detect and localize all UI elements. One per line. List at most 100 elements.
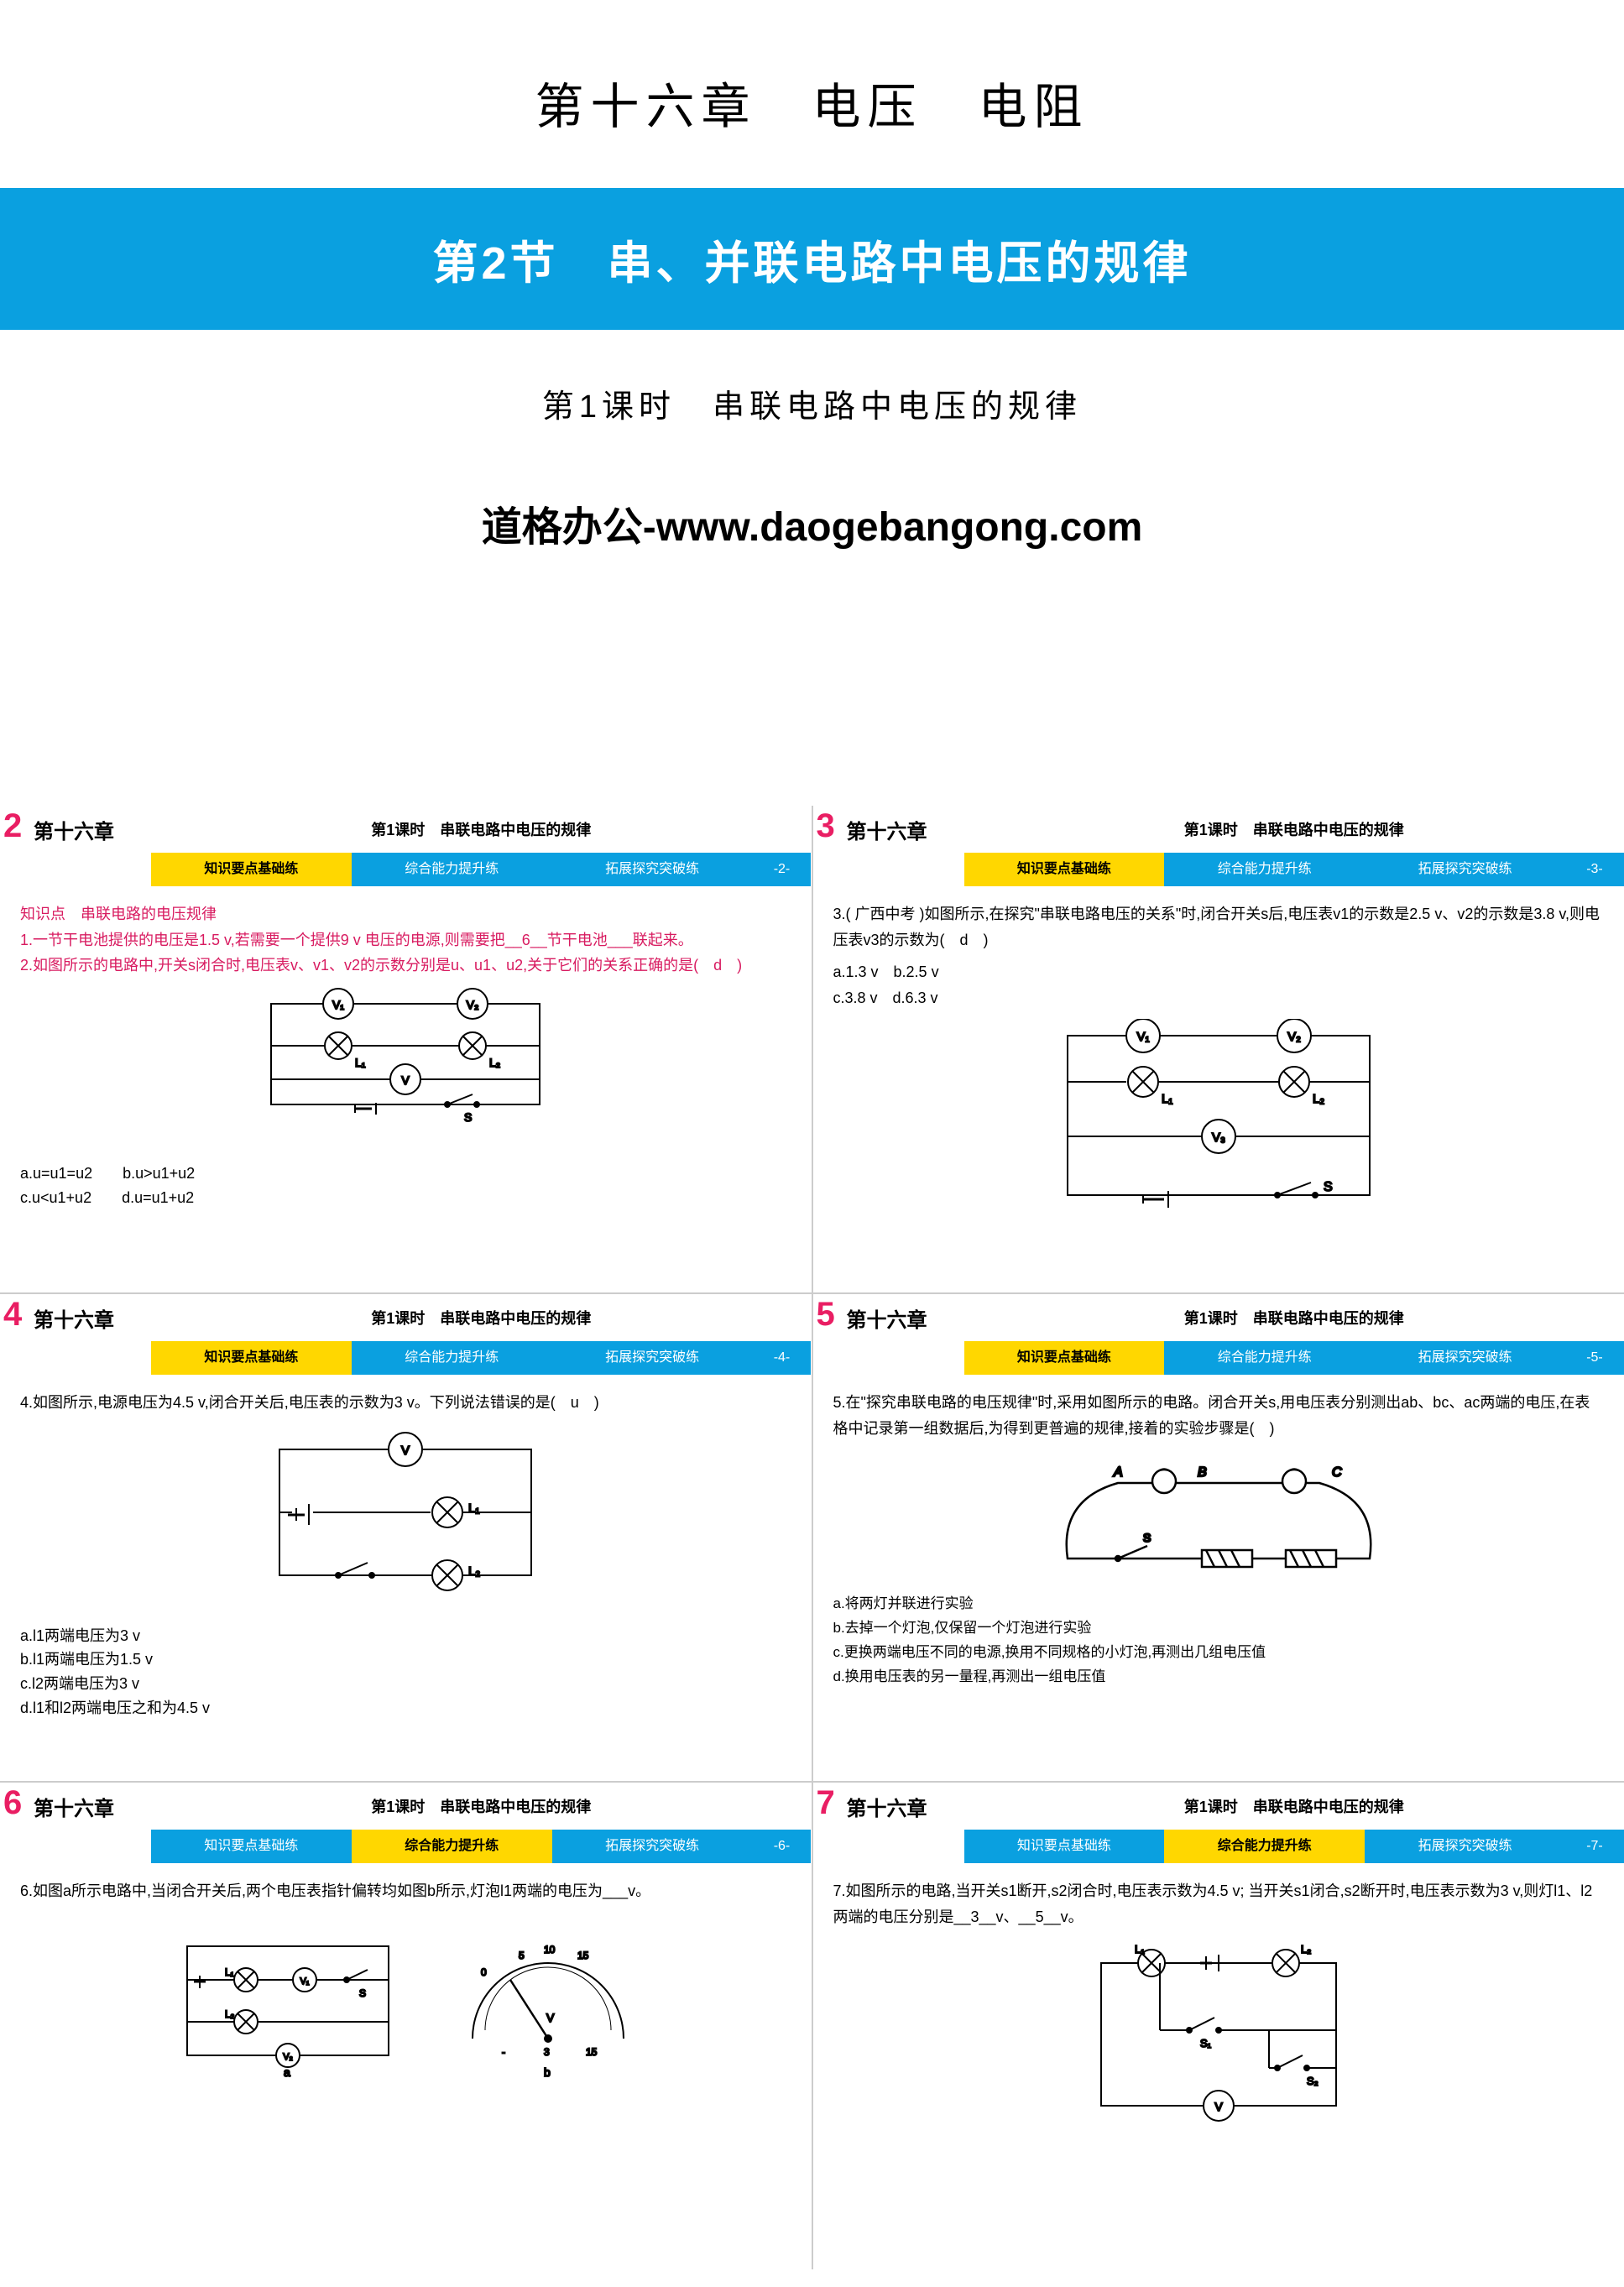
slide-header: 第十六章 第1课时 串联电路中电压的规律 bbox=[813, 1294, 1624, 1341]
chapter-label: 第十六章 bbox=[813, 1792, 964, 1821]
slide-header: 第十六章 第1课时 串联电路中电压的规律 bbox=[0, 1783, 812, 1830]
lesson-label: 第1课时 串联电路中电压的规律 bbox=[964, 818, 1624, 840]
tab-explore[interactable]: 拓展探究突破练 bbox=[1365, 853, 1565, 886]
main-title-slide: 第十六章 电压 电阻 第2节 串、并联电路中电压的规律 第1课时 串联电路中电压… bbox=[0, 0, 1624, 806]
svg-text:V: V bbox=[401, 1444, 410, 1458]
circuit-diagram: V₁ V₂ L₁ L₂ V₃ S bbox=[1026, 1019, 1412, 1220]
svg-text:V₂: V₂ bbox=[283, 2052, 293, 2062]
svg-text:15: 15 bbox=[577, 1950, 589, 1961]
tab-basics[interactable]: 知识要点基础练 bbox=[964, 1341, 1165, 1375]
tab-advanced[interactable]: 综合能力提升练 bbox=[1164, 1830, 1365, 1863]
question-1: 1.一节干电池提供的电压是1.5 v,若需要一个提供9 v 电压的电源,则需要把… bbox=[20, 927, 791, 953]
svg-text:3: 3 bbox=[544, 2046, 550, 2058]
slide-header: 第十六章 第1课时 串联电路中电压的规律 bbox=[0, 1294, 812, 1341]
lesson-title: 第1课时 串联电路中电压的规律 bbox=[0, 330, 1624, 460]
slide-7: 7 第十六章 第1课时 串联电路中电压的规律 知识要点基础练 综合能力提升练 拓… bbox=[813, 1783, 1624, 2269]
lesson-label: 第1课时 串联电路中电压的规律 bbox=[964, 1795, 1624, 1817]
svg-text:V₂: V₂ bbox=[1287, 1030, 1301, 1044]
page-indicator: -5- bbox=[1565, 1341, 1624, 1375]
tab-explore[interactable]: 拓展探究突破练 bbox=[552, 853, 753, 886]
slide-content: 4.如图所示,电源电压为4.5 v,闭合开关后,电压表的示数为3 v。下列说法错… bbox=[0, 1375, 812, 1624]
tabs-bar: 知识要点基础练 综合能力提升练 拓展探究突破练 -7- bbox=[813, 1830, 1624, 1863]
svg-text:L₂: L₂ bbox=[225, 2008, 235, 2020]
svg-text:V₁: V₁ bbox=[300, 1976, 310, 1987]
circuit-diagram: L₁ L₂ S₁ S₂ V bbox=[1051, 1938, 1386, 2131]
slide-2: 2 第十六章 第1课时 串联电路中电压的规律 知识要点基础练 综合能力提升练 拓… bbox=[0, 806, 812, 1292]
page-indicator: -2- bbox=[752, 853, 811, 886]
voltmeter-gauge-b: 0 5 10 15 V - 3 15 b bbox=[447, 1929, 649, 2081]
svg-text:L₁: L₁ bbox=[1135, 1943, 1145, 1955]
svg-text:10: 10 bbox=[544, 1944, 556, 1955]
tab-explore[interactable]: 拓展探究突破练 bbox=[552, 1830, 753, 1863]
tab-basics[interactable]: 知识要点基础练 bbox=[151, 1830, 352, 1863]
chapter-label: 第十六章 bbox=[0, 1303, 151, 1333]
slide-number: 7 bbox=[817, 1784, 835, 1822]
question-4: 4.如图所示,电源电压为4.5 v,闭合开关后,电压表的示数为3 v。下列说法错… bbox=[20, 1390, 791, 1416]
lesson-label: 第1课时 串联电路中电压的规律 bbox=[964, 1307, 1624, 1329]
chapter-label: 第十六章 bbox=[813, 1303, 964, 1333]
slide-header: 第十六章 第1课时 串联电路中电压的规律 bbox=[813, 806, 1624, 853]
tab-explore[interactable]: 拓展探究突破练 bbox=[552, 1341, 753, 1375]
chapter-label: 第十六章 bbox=[0, 1792, 151, 1821]
svg-text:A: A bbox=[1113, 1465, 1123, 1480]
tab-advanced[interactable]: 综合能力提升练 bbox=[352, 1341, 552, 1375]
slide-number: 4 bbox=[3, 1296, 22, 1334]
answer-options: a.1.3 v b.2.5 v c.3.8 v d.6.3 v bbox=[833, 959, 1605, 1010]
svg-text:0: 0 bbox=[481, 1966, 487, 1978]
slide-4: 4 第十六章 第1课时 串联电路中电压的规律 知识要点基础练 综合能力提升练 拓… bbox=[0, 1294, 812, 1781]
svg-text:L₁: L₁ bbox=[468, 1501, 479, 1516]
svg-text:-: - bbox=[502, 2046, 505, 2058]
question-7: 7.如图所示的电路,当开关s1断开,s2闭合时,电压表示数为4.5 v; 当开关… bbox=[833, 1878, 1605, 1929]
tab-advanced[interactable]: 综合能力提升练 bbox=[1164, 1341, 1365, 1375]
knowledge-heading: 知识点 串联电路的电压规律 bbox=[20, 901, 791, 927]
tab-advanced[interactable]: 综合能力提升练 bbox=[1164, 853, 1365, 886]
slide-header: 第十六章 第1课时 串联电路中电压的规律 bbox=[813, 1783, 1624, 1830]
tabs-bar: 知识要点基础练 综合能力提升练 拓展探究突破练 -5- bbox=[813, 1341, 1624, 1375]
slide-content: 3.( 广西中考 )如图所示,在探究"串联电路电压的关系"时,闭合开关s后,电压… bbox=[813, 886, 1624, 1244]
svg-text:L₂: L₂ bbox=[1313, 1092, 1324, 1106]
question-3: 3.( 广西中考 )如图所示,在探究"串联电路电压的关系"时,闭合开关s后,电压… bbox=[833, 901, 1605, 953]
svg-text:V₁: V₁ bbox=[332, 998, 344, 1011]
svg-text:C: C bbox=[1332, 1465, 1342, 1480]
tab-basics[interactable]: 知识要点基础练 bbox=[964, 1830, 1165, 1863]
tabs-bar: 知识要点基础练 综合能力提升练 拓展探究突破练 -6- bbox=[0, 1830, 812, 1863]
tab-advanced[interactable]: 综合能力提升练 bbox=[352, 1830, 552, 1863]
lesson-label: 第1课时 串联电路中电压的规律 bbox=[151, 1795, 812, 1817]
answer-options: a.u=u1=u2 b.u>u1+u2 c.u<u1+u2 d.u=u1+u2 bbox=[0, 1162, 812, 1210]
answer-options: a.l1两端电压为3 v b.l1两端电压为1.5 v c.l2两端电压为3 v… bbox=[0, 1624, 812, 1720]
tab-basics[interactable]: 知识要点基础练 bbox=[964, 853, 1165, 886]
watermark-text: 道格办公-www.daogebangong.com bbox=[0, 493, 1624, 552]
page-indicator: -4- bbox=[752, 1341, 811, 1375]
svg-text:a: a bbox=[284, 2065, 290, 2079]
slide-number: 6 bbox=[3, 1784, 22, 1822]
svg-text:b: b bbox=[544, 2065, 551, 2079]
question-5: 5.在"探究串联电路的电压规律"时,采用如图所示的电路。闭合开关s,用电压表分别… bbox=[833, 1390, 1605, 1441]
tab-advanced[interactable]: 综合能力提升练 bbox=[352, 853, 552, 886]
svg-text:S: S bbox=[464, 1110, 472, 1124]
svg-text:L₁: L₁ bbox=[1162, 1092, 1172, 1106]
lesson-label: 第1课时 串联电路中电压的规律 bbox=[151, 818, 812, 840]
page-indicator: -3- bbox=[1565, 853, 1624, 886]
slide-number: 2 bbox=[3, 807, 22, 845]
slide-content: 6.如图a所示电路中,当闭合开关后,两个电压表指针偏转均如图b所示,灯泡l1两端… bbox=[0, 1863, 812, 2096]
svg-text:V: V bbox=[1214, 2100, 1223, 2113]
slide-content: 5.在"探究串联电路的电压规律"时,采用如图所示的电路。闭合开关s,用电压表分别… bbox=[813, 1375, 1624, 1705]
slides-grid: 2 第十六章 第1课时 串联电路中电压的规律 知识要点基础练 综合能力提升练 拓… bbox=[0, 806, 1624, 2269]
tab-basics[interactable]: 知识要点基础练 bbox=[151, 1341, 352, 1375]
svg-text:B: B bbox=[1198, 1465, 1207, 1480]
lesson-label: 第1课时 串联电路中电压的规律 bbox=[151, 1307, 812, 1329]
circuit-diagram: V L₁ L₂ bbox=[229, 1424, 582, 1600]
circuit-diagram: A B C S bbox=[1017, 1449, 1420, 1584]
tabs-bar: 知识要点基础练 综合能力提升练 拓展探究突破练 -4- bbox=[0, 1341, 812, 1375]
svg-text:S: S bbox=[1324, 1180, 1333, 1194]
tabs-bar: 知识要点基础练 综合能力提升练 拓展探究突破练 -2- bbox=[0, 853, 812, 886]
svg-text:V₃: V₃ bbox=[1212, 1130, 1225, 1145]
chapter-label: 第十六章 bbox=[0, 815, 151, 844]
svg-text:5: 5 bbox=[519, 1950, 525, 1961]
tab-basics[interactable]: 知识要点基础练 bbox=[151, 853, 352, 886]
slide-3: 3 第十六章 第1课时 串联电路中电压的规律 知识要点基础练 综合能力提升练 拓… bbox=[813, 806, 1624, 1292]
tab-explore[interactable]: 拓展探究突破练 bbox=[1365, 1341, 1565, 1375]
page-indicator: -7- bbox=[1565, 1830, 1624, 1863]
svg-text:L₁: L₁ bbox=[355, 1056, 366, 1069]
tab-explore[interactable]: 拓展探究突破练 bbox=[1365, 1830, 1565, 1863]
